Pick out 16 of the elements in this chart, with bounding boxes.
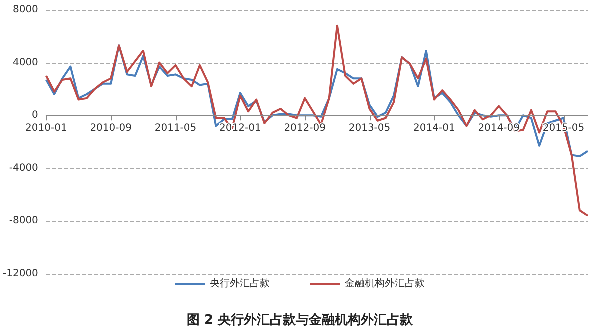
x-tick-label: 2012-09 xyxy=(284,123,326,134)
y-tick-label: -4000 xyxy=(9,162,38,174)
y-tick-label: 8000 xyxy=(12,4,38,16)
y-tick-label: 0 xyxy=(32,110,38,122)
legend-label: 金融机构外汇占款 xyxy=(345,278,425,290)
text: 图 2 央行外汇占款与金融机构外汇占款 xyxy=(186,313,414,328)
legend-label: 央行外汇占款 xyxy=(210,278,270,290)
x-tick-label: 2010-01 xyxy=(26,123,68,134)
x-tick-label: 2010-09 xyxy=(90,123,132,134)
y-tick-label: -12000 xyxy=(3,268,38,280)
x-tick-label: 2013-05 xyxy=(348,123,391,134)
x-tick-label: 2011-05 xyxy=(154,123,197,134)
y-tick-label: 4000 xyxy=(12,57,38,68)
y-tick-label: -8000 xyxy=(9,216,38,227)
x-tick-label: 2012-01 xyxy=(220,123,262,134)
x-tick-label: 2014-01 xyxy=(414,123,456,134)
